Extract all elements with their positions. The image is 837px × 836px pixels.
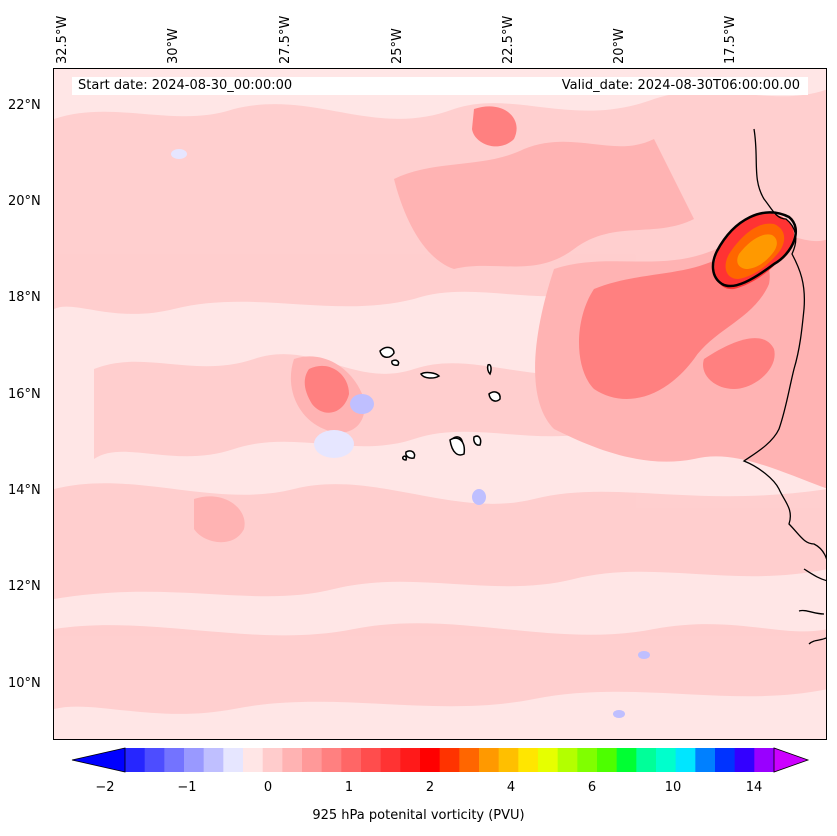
colorbar-tick-label: −1 [177,780,197,795]
colorbar-tick-label: 6 [587,780,597,795]
latitude-label: 12°N [8,579,41,594]
colorbar-cell [321,748,342,772]
colorbar-cell [420,748,441,772]
colorbar-label: 925 hPa potenital vorticity (PVU) [312,808,525,823]
colorbar-cell [715,748,736,772]
colorbar-cell [557,748,578,772]
colorbar-right-arrow [773,747,810,773]
cape-verde-islands [379,346,501,461]
longitude-label: 17.5°W [723,15,738,64]
latitude-label: 16°N [8,387,41,402]
pv-map [54,69,826,739]
colorbar-tick-label: 2 [425,780,435,795]
colorbar-cell [734,748,755,772]
colorbar-cell [498,748,519,772]
map-frame [53,68,827,740]
colorbar-cell [439,748,460,772]
colorbar-cell [636,748,657,772]
colorbar-cell [597,748,618,772]
longitude-label: 25°W [390,28,405,64]
colorbar-cell [577,748,598,772]
latitude-label: 20°N [8,194,41,209]
colorbar-cell [361,748,382,772]
info-bar: Start date: 2024-08-30_00:00:00 Valid_da… [72,77,808,95]
colorbar-cell [538,748,559,772]
longitude-label: 32.5°W [55,15,70,64]
colorbar-cell [695,748,716,772]
colorbar-cell [243,748,264,772]
colorbar-cell [164,748,185,772]
colorbar-cell [282,748,303,772]
pv-contours-max [711,211,798,290]
colorbar-tick-label: 0 [263,780,273,795]
longitude-label: 20°W [612,28,627,64]
west-africa-coast [798,568,826,645]
latitude-label: 18°N [8,290,41,305]
colorbar-cell [400,748,421,772]
latitude-label: 10°N [8,676,41,691]
colorbar-cell [459,748,480,772]
african-coastline [742,128,826,560]
colorbar-cell [144,748,165,772]
colorbar-cell [616,748,637,772]
colorbar-tick-label: 4 [506,780,516,795]
colorbar-tick-label: 1 [344,780,354,795]
start-date: Start date: 2024-08-30_00:00:00 [78,78,293,93]
colorbar-tick-label: −2 [95,780,115,795]
colorbar-cell [203,748,224,772]
colorbar-cell [656,748,677,772]
colorbar-cell [675,748,696,772]
longitude-label: 22.5°W [501,15,516,64]
colorbar-left-arrow [71,747,126,773]
latitude-label: 14°N [8,483,41,498]
colorbar-cell [380,748,401,772]
colorbar-cell [184,748,205,772]
longitude-label: 30°W [166,28,181,64]
colorbar-tick-label: 14 [745,780,763,795]
colorbar-cell [754,748,775,772]
colorbar-cell [479,748,500,772]
colorbar [71,747,810,773]
colorbar-cells [125,748,775,772]
pv-negative-patches [171,149,650,718]
colorbar-cell [223,748,244,772]
colorbar-cell [125,748,146,772]
longitude-label: 27.5°W [278,15,293,64]
pv-contour-line [711,211,798,288]
colorbar-cell [302,748,323,772]
colorbar-tick-label: 10 [664,780,682,795]
latitude-label: 22°N [8,98,41,113]
colorbar-cell [262,748,283,772]
colorbar-cell [341,748,362,772]
colorbar-cell [518,748,539,772]
valid-date: Valid_date: 2024-08-30T06:00:00.00 [561,78,800,93]
